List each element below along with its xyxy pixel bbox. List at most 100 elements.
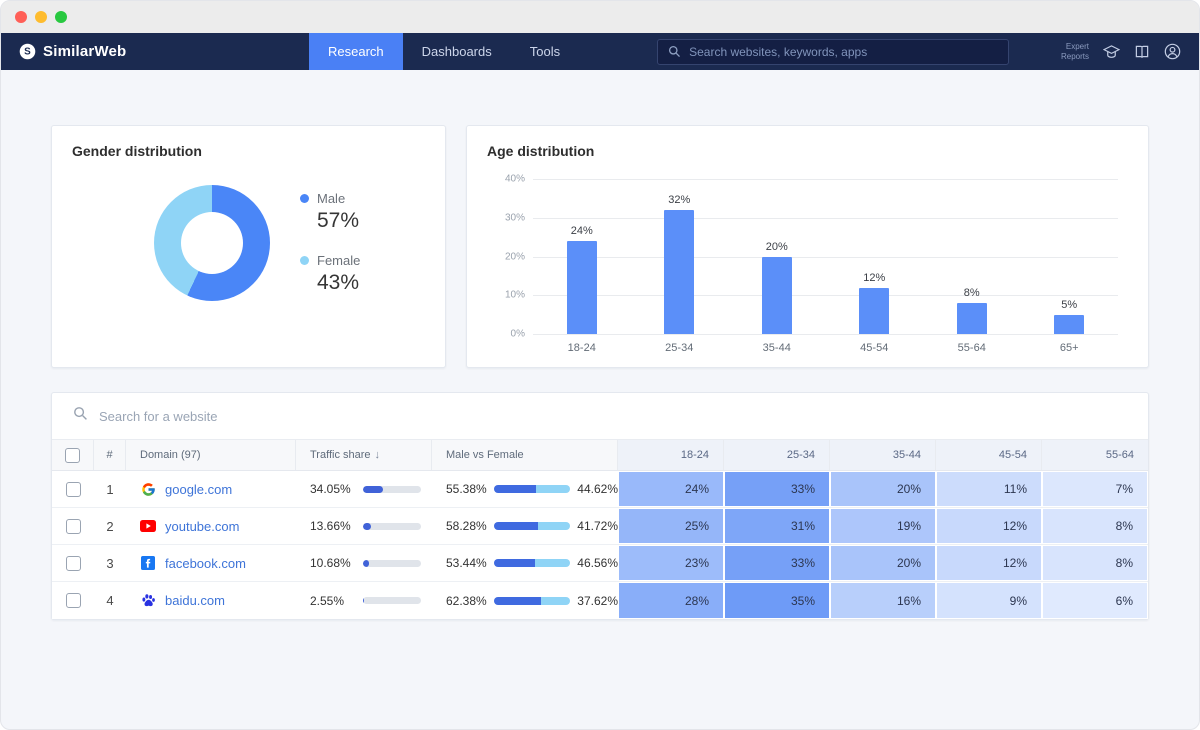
table-row: 3 facebook.com 10.68% 53.44% 46.56% 23% 33% 20%…	[52, 545, 1148, 582]
bar	[859, 287, 890, 334]
navbar-right-cluster: Expert Reports	[1061, 33, 1199, 70]
nav-item-dashboards[interactable]: Dashboards	[403, 33, 511, 70]
male-legend-dot	[300, 194, 309, 203]
column-header-domain[interactable]: Domain (97)	[126, 440, 296, 470]
traffic-share-bar	[363, 597, 421, 604]
rank-cell: 3	[106, 555, 114, 571]
expert-label-line1: Expert	[1065, 41, 1089, 51]
traffic-share-value: 34.05%	[310, 482, 351, 496]
checkbox-cell	[52, 471, 94, 507]
traffic-share-value: 13.66%	[310, 519, 351, 533]
age-card-title: Age distribution	[487, 143, 595, 159]
google-icon	[140, 482, 156, 497]
bar-value-label: 24%	[570, 225, 593, 237]
rank-cell: 4	[106, 593, 114, 608]
traffic-share-cell: 10.68%	[296, 545, 432, 581]
age-distribution-card: Age distribution 40% 30% 20% 10% 0% 24% 32% 20…	[466, 125, 1149, 368]
sort-descending-icon[interactable]: ↓	[374, 449, 381, 461]
bar-column: 24%	[533, 179, 631, 334]
bar-column: 5%	[1021, 179, 1119, 334]
male-legend-label: Male	[317, 191, 346, 206]
traffic-share-bar	[363, 485, 421, 493]
female-share-value: 44.62%	[577, 482, 618, 496]
y-axis-tick-label: 20%	[504, 251, 525, 262]
table-header-row: # Domain (97) Traffic share ↓ Male vs Fe…	[52, 440, 1148, 471]
age-x-labels: 18-24 25-34 35-44 45-54 55-64 65+	[533, 342, 1118, 354]
zoom-window-button[interactable]	[55, 11, 67, 23]
account-icon[interactable]	[1164, 43, 1181, 60]
domain-link[interactable]: facebook.com	[165, 555, 246, 571]
age-heat-cell-55-64: 7%	[1042, 471, 1148, 507]
website-search-input[interactable]	[99, 408, 1127, 424]
column-header-traffic-share[interactable]: Traffic share ↓	[296, 440, 432, 470]
age-heat-cell-35-44: 19%	[830, 508, 936, 544]
column-header-age-45-54[interactable]: 45-54	[936, 440, 1042, 470]
nav-item-label: Dashboards	[421, 44, 492, 59]
traffic-share-value: 10.68%	[310, 556, 351, 570]
youtube-icon	[140, 520, 156, 532]
y-axis-tick-label: 40%	[504, 173, 525, 185]
column-header-age-18-24[interactable]: 18-24	[618, 440, 724, 470]
brand[interactable]: S SimilarWeb	[1, 33, 309, 70]
rank-cell: 1	[106, 481, 114, 497]
column-header-male-vs-female[interactable]: Male vs Female	[432, 440, 618, 470]
gridline	[533, 179, 1118, 180]
male-female-bar	[493, 522, 571, 530]
age-heat-cell-55-64: 8%	[1042, 545, 1148, 581]
column-header-age-55-64[interactable]: 55-64	[1042, 440, 1148, 470]
domain-cell: baidu.com	[126, 582, 296, 619]
rank-cell: 2	[106, 518, 114, 534]
baidu-icon	[140, 593, 156, 608]
global-search-input[interactable]	[689, 44, 999, 59]
table-row: 1 google.com 34.05% 55.38% 44.62% 24% 33% 20% 11…	[52, 471, 1148, 508]
row-checkbox[interactable]	[65, 555, 81, 571]
bar-value-label: 5%	[1061, 298, 1078, 311]
age-heat-cell-18-24: 24%	[618, 471, 724, 507]
minimize-window-button[interactable]	[35, 11, 47, 23]
age-heat-cell-25-34: 33%	[724, 545, 830, 581]
similarweb-logo-icon: S	[19, 43, 36, 60]
checkbox-cell	[52, 582, 94, 619]
x-axis-label: 35-44	[762, 342, 791, 354]
traffic-share-bar	[363, 559, 421, 567]
domain-link[interactable]: baidu.com	[165, 593, 225, 608]
x-axis-label: 18-24	[567, 342, 596, 354]
row-checkbox[interactable]	[65, 518, 81, 534]
nav-item-tools[interactable]: Tools	[511, 33, 579, 70]
select-all-cell	[52, 440, 94, 470]
gridline	[533, 295, 1118, 297]
x-axis-label: 45-54	[860, 342, 889, 354]
domain-link[interactable]: google.com	[165, 481, 233, 497]
x-axis-label: 25-34	[665, 342, 694, 354]
table-row: 2 youtube.com 13.66% 58.28% 41.72% 25% 31% 19% 1…	[52, 508, 1148, 545]
search-icon	[73, 406, 88, 426]
library-book-icon[interactable]	[1134, 44, 1150, 59]
table-body: 1 google.com 34.05% 55.38% 44.62% 24% 33% 20% 11…	[52, 471, 1148, 619]
row-checkbox[interactable]	[65, 593, 81, 608]
bar	[566, 241, 597, 334]
male-share-value: 53.44%	[446, 556, 487, 570]
gridline	[533, 256, 1118, 258]
top-navbar: S SimilarWeb Research Dashboards Tools E…	[1, 33, 1199, 70]
gender-donut-chart	[154, 185, 270, 301]
column-header-age-35-44[interactable]: 35-44	[830, 440, 936, 470]
nav-item-label: Tools	[529, 44, 561, 59]
nav-item-research[interactable]: Research	[309, 33, 403, 70]
close-window-button[interactable]	[15, 11, 27, 23]
domain-header-label: Domain (97)	[140, 449, 201, 461]
table-row: 4 baidu.com 2.55% 62.38% 37.62% 28% 35% 16% 9% 6%	[52, 582, 1148, 619]
expert-reports-icon[interactable]	[1103, 44, 1120, 59]
traffic-header-label: Traffic share	[310, 449, 371, 461]
domain-link[interactable]: youtube.com	[165, 518, 240, 534]
female-share-value: 46.56%	[577, 556, 618, 570]
column-header-age-25-34[interactable]: 25-34	[724, 440, 830, 470]
age-heat-cell-35-44: 20%	[830, 545, 936, 581]
row-checkbox[interactable]	[65, 481, 81, 497]
website-search[interactable]	[52, 393, 1148, 440]
female-share-value: 41.72%	[577, 519, 618, 533]
select-all-checkbox[interactable]	[65, 447, 80, 463]
expert-reports-label[interactable]: Expert Reports	[1061, 42, 1089, 62]
y-axis-tick-label: 30%	[504, 212, 525, 224]
global-search[interactable]	[657, 38, 1010, 65]
